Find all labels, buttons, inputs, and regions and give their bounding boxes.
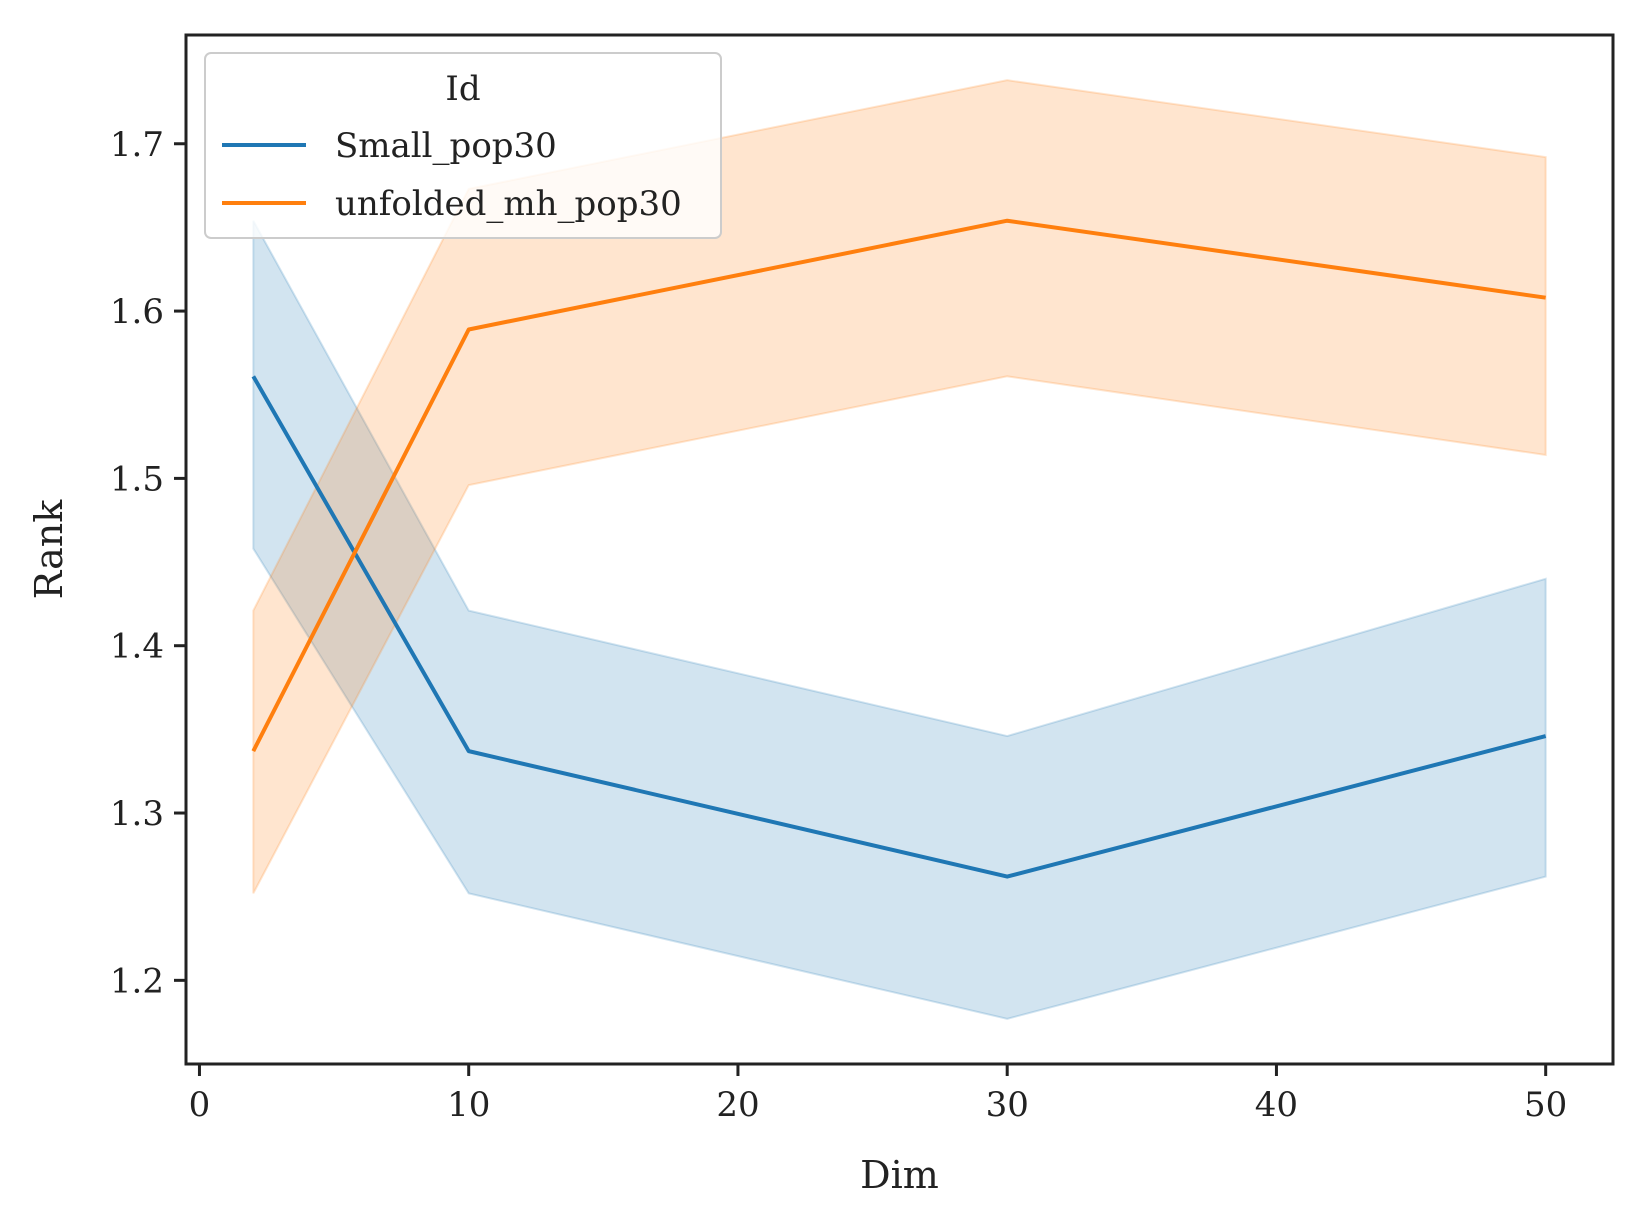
y-tick-label: 1.2 [110,961,164,1001]
legend: Id Small_pop30 unfolded_mh_pop30 [204,52,722,239]
x-tick-label: 10 [447,1085,490,1125]
x-tick-label: 30 [986,1085,1029,1125]
x-axis-label: Dim [860,1153,939,1197]
series-line-0 [251,375,1547,879]
y-tick-label: 1.5 [110,459,164,499]
series-lines [251,218,1547,879]
y-axis: 1.2 1.3 1.4 1.5 1.6 1.7 [110,125,186,1001]
x-tick-label: 20 [716,1085,759,1125]
y-tick-label: 1.6 [110,292,164,332]
x-tick-label: 40 [1255,1085,1298,1125]
y-tick-label: 1.7 [110,125,164,165]
y-axis-label: Rank [27,499,71,600]
plot-frame [184,33,1615,1066]
x-tick-label: 50 [1524,1085,1567,1125]
legend-box [204,52,722,239]
series-line-1 [251,218,1546,753]
legend-title: Id [445,69,480,109]
legend-entry-0: Small_pop30 [335,126,557,166]
x-tick-label: 0 [189,1085,211,1125]
y-tick-label: 1.4 [110,627,164,667]
x-axis: 0 10 20 30 40 50 [189,1064,1567,1125]
legend-entry-1: unfolded_mh_pop30 [335,184,682,224]
y-tick-label: 1.3 [110,794,164,834]
